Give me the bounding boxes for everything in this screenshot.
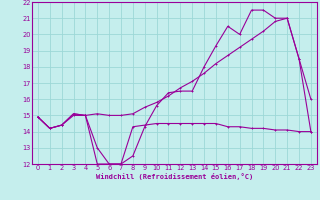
X-axis label: Windchill (Refroidissement éolien,°C): Windchill (Refroidissement éolien,°C): [96, 173, 253, 180]
